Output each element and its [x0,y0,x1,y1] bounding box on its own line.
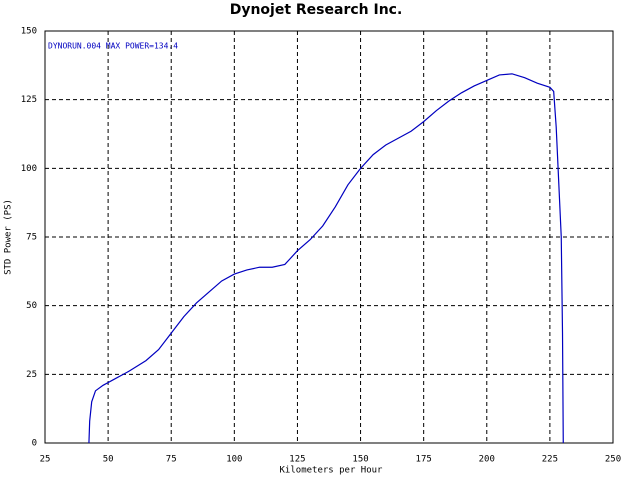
y-tick-label: 150 [21,27,37,37]
y-tick-label: 100 [21,164,37,174]
x-tick-label: 250 [605,455,621,465]
chart-title: Dynojet Research Inc. [230,2,403,18]
x-tick-label: 225 [542,455,558,465]
y-tick-label: 75 [26,233,37,243]
annotation: DYNORUN.004 MAX POWER=134.4 [48,42,178,51]
power-curve [88,73,564,444]
x-tick-label: 150 [352,455,368,465]
x-tick-label: 175 [416,455,432,465]
x-tick-label: 100 [226,455,242,465]
y-tick-label: 125 [21,95,37,105]
x-tick-label: 125 [289,455,305,465]
x-tick-label: 50 [103,455,114,465]
x-tick-label: 75 [166,455,177,465]
y-tick-label: 25 [26,370,37,380]
x-axis-label: Kilometers per Hour [280,466,384,476]
y-tick-label: 50 [26,301,37,311]
y-tick-label: 0 [32,439,37,449]
x-tick-label: 25 [40,455,51,465]
x-tick-label: 200 [479,455,495,465]
y-axis-label: STD Power (PS) [4,199,14,275]
